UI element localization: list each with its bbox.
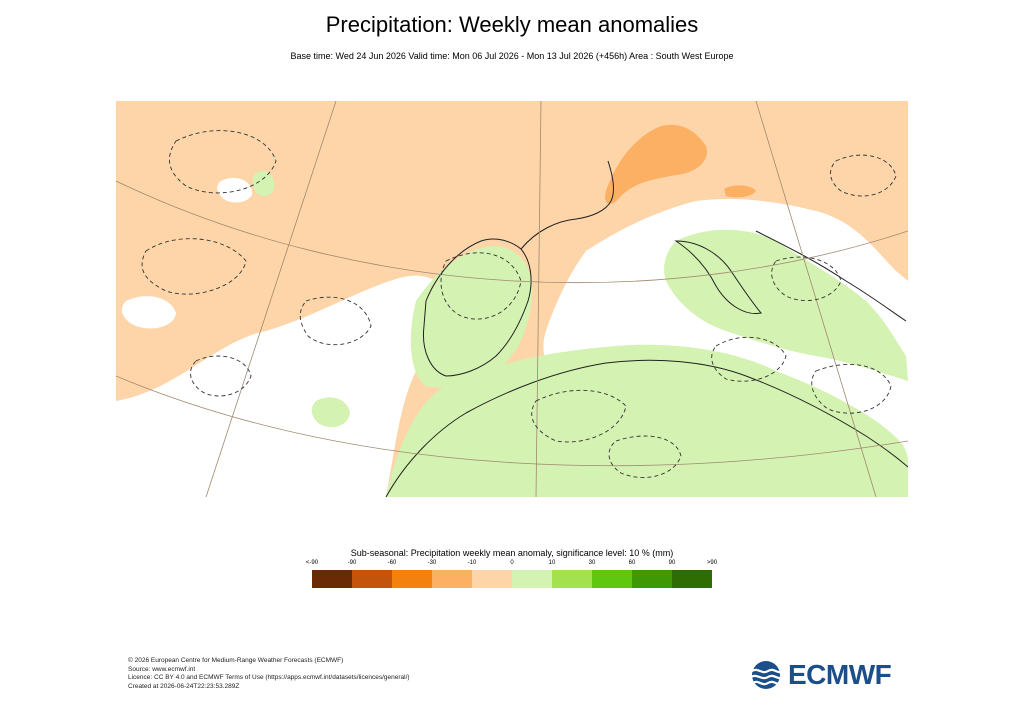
- neutral-patch-1: [217, 177, 253, 203]
- legend-swatch: [432, 570, 472, 588]
- wet-region-north-africa: [386, 344, 908, 497]
- legend-swatches: [312, 570, 712, 588]
- wet-patch-atlantic: [311, 397, 350, 428]
- neutral-region-atlantic: [116, 275, 440, 497]
- legend-tick: 10: [548, 560, 556, 566]
- dry-patch-east: [724, 185, 756, 198]
- dry-region-alps: [605, 124, 707, 204]
- coastline-iberia: [422, 238, 532, 377]
- ecmwf-logo-icon: [750, 661, 784, 689]
- legend-tick: -90: [347, 560, 357, 566]
- legend-swatch: [392, 570, 432, 588]
- legend-tick: -10: [467, 560, 477, 566]
- coastline-africa: [385, 359, 908, 497]
- map-title: Precipitation: Weekly mean anomalies: [325, 12, 699, 37]
- legend-swatch: [672, 570, 712, 588]
- graticule-lines: [116, 101, 908, 497]
- footer-copyright: © 2026 European Centre for Medium-Range …: [128, 657, 344, 664]
- legend-tick: 60: [628, 560, 636, 566]
- legend-swatch: [312, 570, 352, 588]
- legend-swatch: [552, 570, 592, 588]
- wet-region-italy-balkans: [664, 229, 908, 381]
- footer-created: Created at 2026-06-24T22:23:53.289Z: [128, 682, 240, 690]
- coastline-balkans: [755, 230, 907, 322]
- legend-swatch: [592, 570, 632, 588]
- legend-tick: <-90: [305, 560, 319, 566]
- legend-tick: >90: [706, 560, 718, 566]
- ecmwf-logo: ECMWF: [748, 658, 892, 692]
- legend-swatch: [632, 570, 672, 588]
- legend-swatch: [472, 570, 512, 588]
- legend-swatch: [352, 570, 392, 588]
- legend-title: Sub-seasonal: Precipitation weekly mean …: [350, 548, 674, 558]
- wet-patch-north: [252, 170, 275, 197]
- coastline-italy: [674, 240, 762, 315]
- anomaly-map: [116, 101, 908, 497]
- legend-tick: 30: [588, 560, 596, 566]
- legend-tick: -30: [427, 560, 437, 566]
- coastline-france: [520, 160, 615, 250]
- footer-licence: Licence: CC BY 4.0 and ECMWF Terms of Us…: [128, 674, 410, 682]
- map-subtitle: Base time: Wed 24 Jun 2026 Valid time: M…: [290, 51, 734, 61]
- significance-contours: [141, 130, 897, 478]
- color-legend: <-90 -90 -60 -30 -10 0 10 30 60 90 >90: [306, 560, 717, 590]
- legend-tick: 0: [510, 560, 514, 566]
- legend-swatch: [512, 570, 552, 588]
- footer-credits: © 2026 European Centre for Medium-Range …: [128, 657, 410, 691]
- footer-source: Source: www.ecmwf.int: [128, 665, 196, 673]
- legend-tick: -60: [387, 560, 397, 566]
- neutral-patch-2: [121, 296, 176, 329]
- ecmwf-logo-text: ECMWF: [788, 659, 892, 690]
- legend-tick: 90: [668, 560, 676, 566]
